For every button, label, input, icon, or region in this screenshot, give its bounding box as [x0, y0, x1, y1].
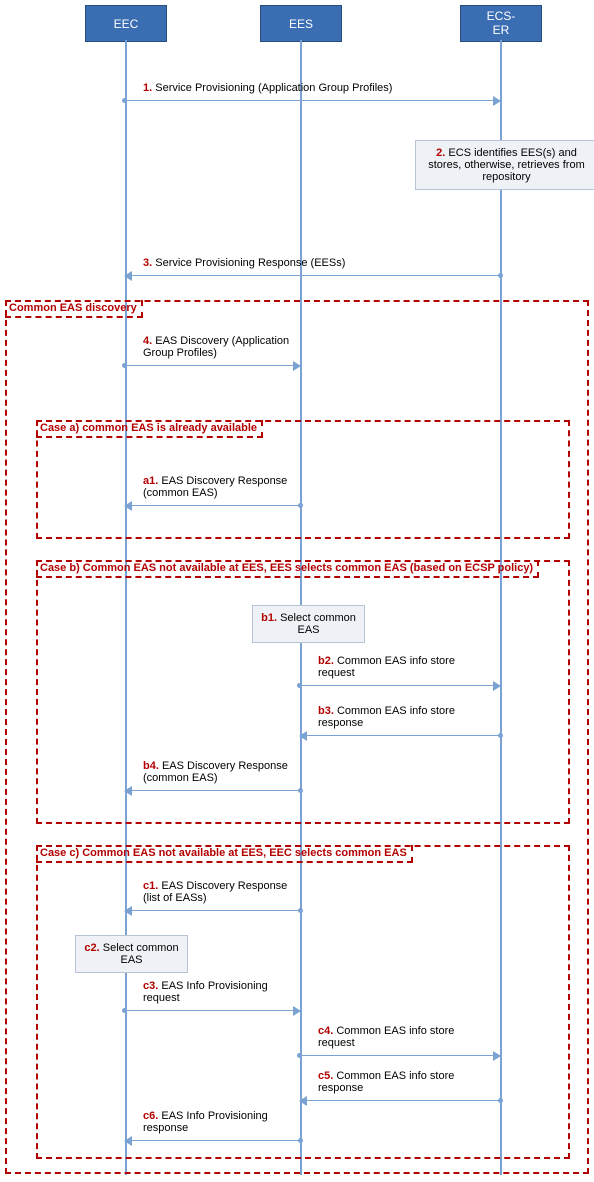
message-text-m3: Service Provisioning Response (EESs) — [155, 257, 345, 269]
note-c2-num: c2. — [84, 942, 99, 954]
message-label-mc1: c1. EAS Discovery Response (list of EASs… — [143, 880, 293, 904]
fragment-label-outer: Common EAS discovery — [5, 300, 143, 318]
fragment-case-a: Case a) common EAS is already available — [36, 420, 570, 539]
message-num-mb2: b2. — [318, 655, 337, 667]
arrow-m4 — [125, 365, 300, 366]
message-label-m1: 1. Service Provisioning (Application Gro… — [143, 82, 493, 94]
message-label-mb2: b2. Common EAS info store request — [318, 655, 493, 679]
note-2-text: ECS identifies EES(s) and stores, otherw… — [428, 147, 585, 183]
message-label-mc6: c6. EAS Info Provisioning response — [143, 1110, 293, 1134]
message-num-ma1: a1. — [143, 475, 161, 487]
message-text-ma1: EAS Discovery Response (common EAS) — [143, 475, 287, 499]
message-text-mb2: Common EAS info store request — [318, 655, 455, 679]
message-num-mc4: c4. — [318, 1025, 336, 1037]
message-text-mc4: Common EAS info store request — [318, 1025, 454, 1049]
participant-eec-label: EEC — [114, 17, 139, 31]
message-num-mb3: b3. — [318, 705, 337, 717]
arrow-mc6 — [125, 1140, 300, 1141]
fragment-label-case-b: Case b) Common EAS not available at EES,… — [36, 560, 539, 578]
participant-ees-label: EES — [289, 17, 313, 31]
message-text-mb4: EAS Discovery Response (common EAS) — [143, 760, 288, 784]
message-num-m3: 3. — [143, 257, 155, 269]
message-num-m1: 1. — [143, 82, 155, 94]
message-label-mc5: c5. Common EAS info store response — [318, 1070, 493, 1094]
fragment-label-case-a: Case a) common EAS is already available — [36, 420, 263, 438]
arrow-ma1 — [125, 505, 300, 506]
message-label-m4: 4. EAS Discovery (Application Group Prof… — [143, 335, 293, 359]
arrow-mc1 — [125, 910, 300, 911]
arrow-mc5 — [300, 1100, 500, 1101]
participant-ecser-label: ECS- ER — [487, 10, 516, 36]
sequence-diagram: EEC EES ECS- ER Common EAS discovery Cas… — [0, 0, 594, 1182]
message-text-mc5: Common EAS info store response — [318, 1070, 454, 1094]
participant-ecser: ECS- ER — [460, 5, 542, 42]
note-step-c2: c2. Select common EAS — [75, 935, 188, 973]
message-num-mc1: c1. — [143, 880, 161, 892]
note-b1-num: b1. — [261, 612, 277, 624]
message-num-mc3: c3. — [143, 980, 161, 992]
message-label-mc4: c4. Common EAS info store request — [318, 1025, 493, 1049]
arrow-mb4 — [125, 790, 300, 791]
message-text-mc1: EAS Discovery Response (list of EASs) — [143, 880, 287, 904]
fragment-case-b: Case b) Common EAS not available at EES,… — [36, 560, 570, 824]
arrow-m1 — [125, 100, 500, 101]
arrow-mc3 — [125, 1010, 300, 1011]
note-step-2: 2. ECS identifies EES(s) and stores, oth… — [415, 140, 594, 190]
arrow-mc4 — [300, 1055, 500, 1056]
message-text-mc6: EAS Info Provisioning response — [143, 1110, 268, 1134]
arrow-mb2 — [300, 685, 500, 686]
fragment-case-c: Case c) Common EAS not available at EES,… — [36, 845, 570, 1159]
fragment-label-case-c: Case c) Common EAS not available at EES,… — [36, 845, 413, 863]
message-label-mb3: b3. Common EAS info store response — [318, 705, 493, 729]
message-label-mb4: b4. EAS Discovery Response (common EAS) — [143, 760, 293, 784]
participant-ees: EES — [260, 5, 342, 42]
message-text-m4: EAS Discovery (Application Group Profile… — [143, 335, 289, 359]
message-text-mb3: Common EAS info store response — [318, 705, 455, 729]
message-num-mc5: c5. — [318, 1070, 336, 1082]
message-label-m3: 3. Service Provisioning Response (EESs) — [143, 257, 493, 269]
note-step-b1: b1. Select common EAS — [252, 605, 365, 643]
arrow-m3 — [125, 275, 500, 276]
note-b1-text: Select common EAS — [280, 612, 356, 636]
message-num-m4: 4. — [143, 335, 155, 347]
note-2-num: 2. — [436, 147, 445, 159]
message-num-mc6: c6. — [143, 1110, 161, 1122]
message-text-mc3: EAS Info Provisioning request — [143, 980, 268, 1004]
message-num-mb4: b4. — [143, 760, 162, 772]
note-c2-text: Select common EAS — [103, 942, 179, 966]
arrow-mb3 — [300, 735, 500, 736]
message-label-mc3: c3. EAS Info Provisioning request — [143, 980, 293, 1004]
message-label-ma1: a1. EAS Discovery Response (common EAS) — [143, 475, 293, 499]
message-text-m1: Service Provisioning (Application Group … — [155, 82, 392, 94]
participant-eec: EEC — [85, 5, 167, 42]
